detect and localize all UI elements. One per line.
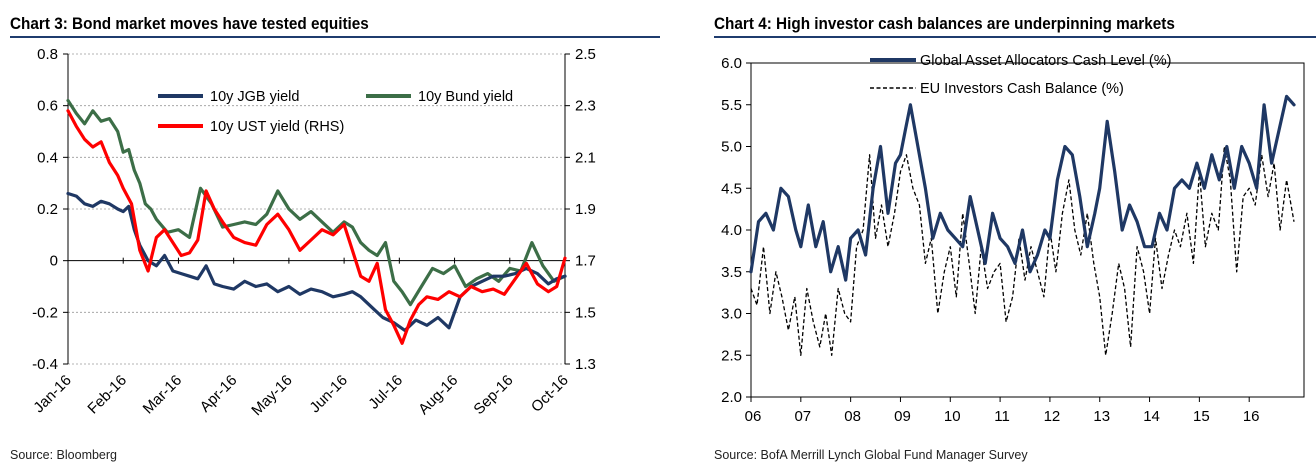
y-right-tick-label: 1.5 [575,304,596,321]
x-tick-label: 13 [1093,408,1110,425]
chart-4-panel: Chart 4: High investor cash balances are… [708,0,1316,470]
x-tick-label: 11 [994,408,1010,425]
legend-label: EU Investors Cash Balance (%) [920,81,1124,97]
x-tick-label: Sep-16 [470,372,516,418]
y-left-tick-label: 0 [50,253,58,270]
x-tick-label: 12 [1044,408,1061,425]
x-tick-label: Jan-16 [30,372,74,416]
y-right-tick-label: 1.9 [575,201,596,218]
y-left-tick-label: 0.6 [37,98,58,115]
chart-3-plot: 0.8 0.6 0.4 0.2 0 -0.2 -0.4 2.5 2.3 2.1 1.9 1.7 1.5 1… [30,46,596,419]
y-tick-label: 4.5 [721,180,742,197]
y-right-tick-label: 2.1 [575,149,596,166]
x-tick-label: May-16 [248,372,295,419]
y-left-tick-label: -0.2 [32,304,58,321]
chart-source: Source: BofA Merrill Lynch Global Fund M… [714,448,1028,462]
chart-4-plot: 6.0 5.5 5.0 4.5 4.0 3.5 3.0 2.5 2.006 07 08 09 10 11 1… [721,53,1305,425]
x-tick-label: 15 [1193,408,1210,425]
y-tick-label: 4.0 [721,222,742,239]
y-tick-label: 3.0 [721,306,742,323]
y-right-tick-label: 1.3 [575,356,596,373]
legend-label: 10y UST yield (RHS) [210,119,344,135]
y-left-tick-label: 0.4 [37,149,58,166]
x-tick-label: 08 [844,408,861,425]
series-line-1 [749,94,1296,282]
series-line-3 [66,109,567,345]
y-left-tick-label: 0.8 [37,46,58,63]
legend-label: 10y Bund yield [418,89,513,105]
y-tick-label: 5.0 [721,139,742,156]
plot-frame [750,62,1305,398]
x-tick-label: 06 [745,408,762,425]
y-tick-label: 2.5 [721,347,742,364]
x-tick-label: 16 [1243,408,1260,425]
x-tick-label: Feb-16 [84,372,130,418]
x-tick-label: Mar-16 [140,372,186,418]
y-left-tick-label: -0.4 [32,356,58,373]
title-rule [10,36,660,38]
y-tick-label: 3.5 [721,264,742,281]
y-left-tick-label: 0.2 [37,201,58,218]
series-line-2 [750,145,1295,356]
y-right-tick-label: 2.5 [575,46,596,63]
x-tick-label: Apr-16 [197,372,241,416]
y-tick-label: 2.0 [721,389,742,406]
legend-label: Global Asset Allocators Cash Level (%) [920,53,1171,69]
legend-label: 10y JGB yield [210,89,299,105]
chart-title: Chart 4: High investor cash balances are… [714,14,1175,33]
y-tick-label: 5.5 [721,97,742,114]
x-tick-label: 07 [794,408,811,425]
x-tick-label: 14 [1143,408,1160,425]
title-rule [714,36,1316,38]
x-tick-label: Aug-16 [415,372,461,418]
y-right-tick-label: 2.3 [575,98,596,115]
x-tick-label: Jun-16 [306,372,350,416]
x-tick-label: 10 [944,408,961,425]
chart-source: Source: Bloomberg [10,448,118,462]
y-right-tick-label: 1.7 [575,253,596,270]
x-tick-label: Jul-16 [365,372,406,413]
series-line-2 [66,98,567,307]
x-tick-label: Oct-16 [528,372,572,416]
series-line-1 [66,191,567,332]
y-tick-label: 6.0 [721,55,742,72]
x-tick-label: 09 [894,408,911,425]
chart-3-panel: Chart 3: Bond market moves have tested e… [10,14,660,462]
chart-title: Chart 3: Bond market moves have tested e… [10,14,369,33]
